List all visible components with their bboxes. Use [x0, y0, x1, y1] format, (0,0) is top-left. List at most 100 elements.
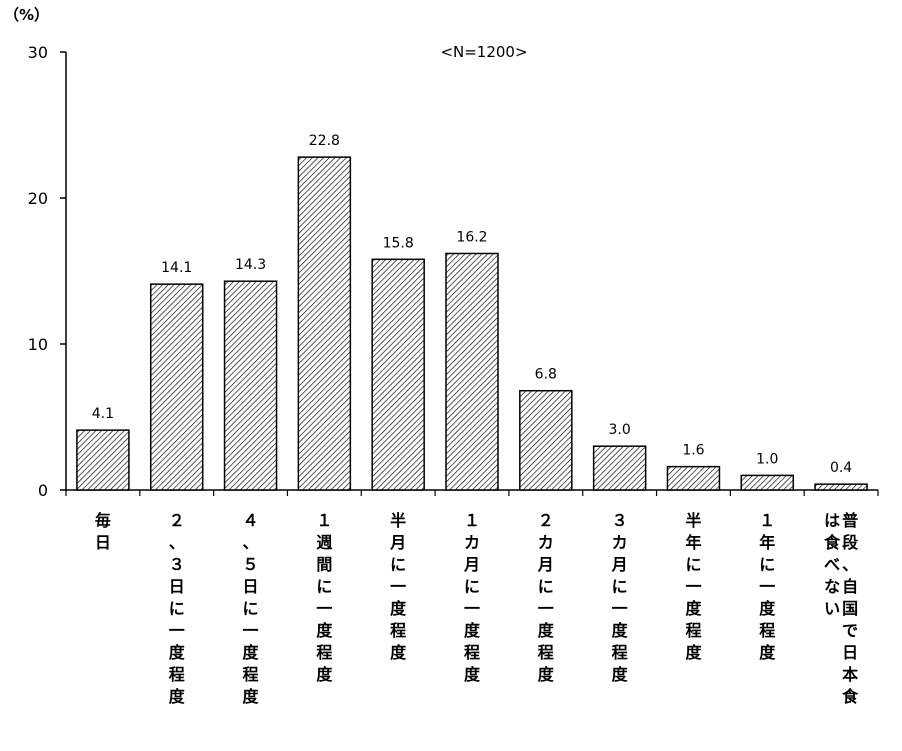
category-label: 毎日	[95, 511, 111, 552]
category-label-char: 度	[759, 643, 776, 662]
category-label-char: 度	[243, 643, 260, 662]
category-labels: 毎日２、３日に一度程度４、５日に一度程度１週間に一度程度半月に一度程度１カ月に一…	[95, 511, 859, 706]
category-label-char: 週	[316, 533, 332, 552]
category-label-char: 月	[389, 533, 406, 552]
category-label-char: 日	[842, 643, 858, 662]
category-label-char: 程	[759, 621, 775, 640]
category-label-char: 程	[243, 665, 259, 684]
bar-value-label: 0.4	[830, 460, 852, 476]
category-label-char: 間	[316, 555, 332, 574]
category-label-char: 月	[463, 555, 480, 574]
category-label-char: 一	[390, 577, 406, 596]
category-label-char: 年	[685, 533, 701, 552]
category-label-char: 度	[390, 599, 407, 618]
bar	[520, 391, 572, 490]
category-label-char: 度	[612, 665, 629, 684]
category-label-char: 段	[842, 533, 859, 552]
bar-value-label: 15.8	[383, 235, 414, 251]
category-label-char: 、	[842, 555, 858, 574]
category-label-char: に	[390, 555, 406, 574]
category-label-char: に	[169, 599, 185, 618]
category-label-char: 一	[538, 599, 554, 618]
bar	[225, 281, 277, 490]
bar-value-label: 1.6	[682, 443, 704, 459]
category-label-char: 程	[390, 621, 406, 640]
category-label-char: 一	[685, 577, 701, 596]
category-label-char: 、	[243, 533, 259, 552]
category-label-char: 度	[316, 621, 333, 640]
bar-value-label: 4.1	[92, 406, 114, 422]
y-axis-unit-label: （%）	[4, 6, 49, 24]
category-label: ３カ月に一度程度	[611, 511, 629, 684]
category-label-char: 度	[612, 621, 629, 640]
category-label-char: 度	[243, 687, 260, 706]
bar	[667, 467, 719, 490]
category-label-char: 年	[759, 533, 775, 552]
category-label-char: 一	[243, 621, 259, 640]
category-label-char: 、	[169, 533, 185, 552]
category-label-char: べ	[824, 555, 840, 574]
category-label-char: 度	[685, 643, 702, 662]
category-label-char: カ	[612, 533, 628, 552]
bar	[446, 253, 498, 490]
category-label: 普段、自国で日本食は食べない	[823, 511, 859, 706]
category-label-char: 一	[169, 621, 185, 640]
category-label-char: 度	[538, 665, 555, 684]
y-tick-label: 0	[38, 481, 48, 500]
category-label-char: 月	[611, 555, 628, 574]
category-label-char: 自	[842, 577, 858, 596]
category-label-char: 度	[464, 621, 481, 640]
category-label-char: ２	[169, 511, 185, 530]
category-label-char: い	[824, 599, 840, 618]
category-label-char: 半	[685, 511, 701, 530]
category-label-char: 半	[390, 511, 406, 530]
category-label-char: 日	[95, 533, 111, 552]
category-label-char: ５	[243, 555, 259, 574]
category-label-char: 一	[612, 599, 628, 618]
bar-value-label: 6.8	[535, 367, 557, 383]
category-label-char: １	[759, 511, 775, 530]
bar	[815, 484, 867, 490]
category-label-char: 月	[537, 555, 554, 574]
bar	[77, 430, 129, 490]
bar	[594, 446, 646, 490]
y-tick-label: 20	[28, 189, 48, 208]
category-label-char: は	[824, 511, 840, 530]
bar-value-label: 3.0	[609, 422, 631, 438]
bar	[151, 284, 203, 490]
category-label-char: カ	[464, 533, 480, 552]
category-label-char: 国	[842, 599, 858, 618]
category-label-char: 一	[316, 599, 332, 618]
category-label-char: に	[759, 555, 775, 574]
category-label-char: 食	[823, 533, 841, 552]
category-label-char: 日	[169, 577, 185, 596]
category-label-char: 本	[842, 665, 858, 684]
category-label-char: 度	[316, 665, 333, 684]
bar-value-label: 14.3	[235, 257, 266, 273]
bar-value-label: 22.8	[309, 133, 340, 149]
bar-value-label: 16.2	[456, 229, 487, 245]
category-label: １カ月に一度程度	[463, 511, 481, 684]
bar	[372, 259, 424, 490]
category-label-char: ３	[169, 555, 185, 574]
category-label-char: に	[464, 577, 480, 596]
category-label: １週間に一度程度	[316, 511, 333, 684]
category-label-char: ４	[243, 511, 259, 530]
y-tick-label: 10	[28, 335, 48, 354]
category-label-char: 一	[759, 577, 775, 596]
bars	[77, 157, 867, 490]
category-label-char: 度	[169, 687, 186, 706]
bar	[741, 475, 793, 490]
category-label-char: 程	[316, 643, 332, 662]
category-label-char: 日	[243, 577, 259, 596]
category-label-char: に	[612, 577, 628, 596]
category-label-char: 度	[538, 621, 555, 640]
category-label-char: 程	[464, 643, 480, 662]
bar-value-label: 14.1	[161, 260, 192, 276]
category-label-char: 度	[390, 643, 407, 662]
